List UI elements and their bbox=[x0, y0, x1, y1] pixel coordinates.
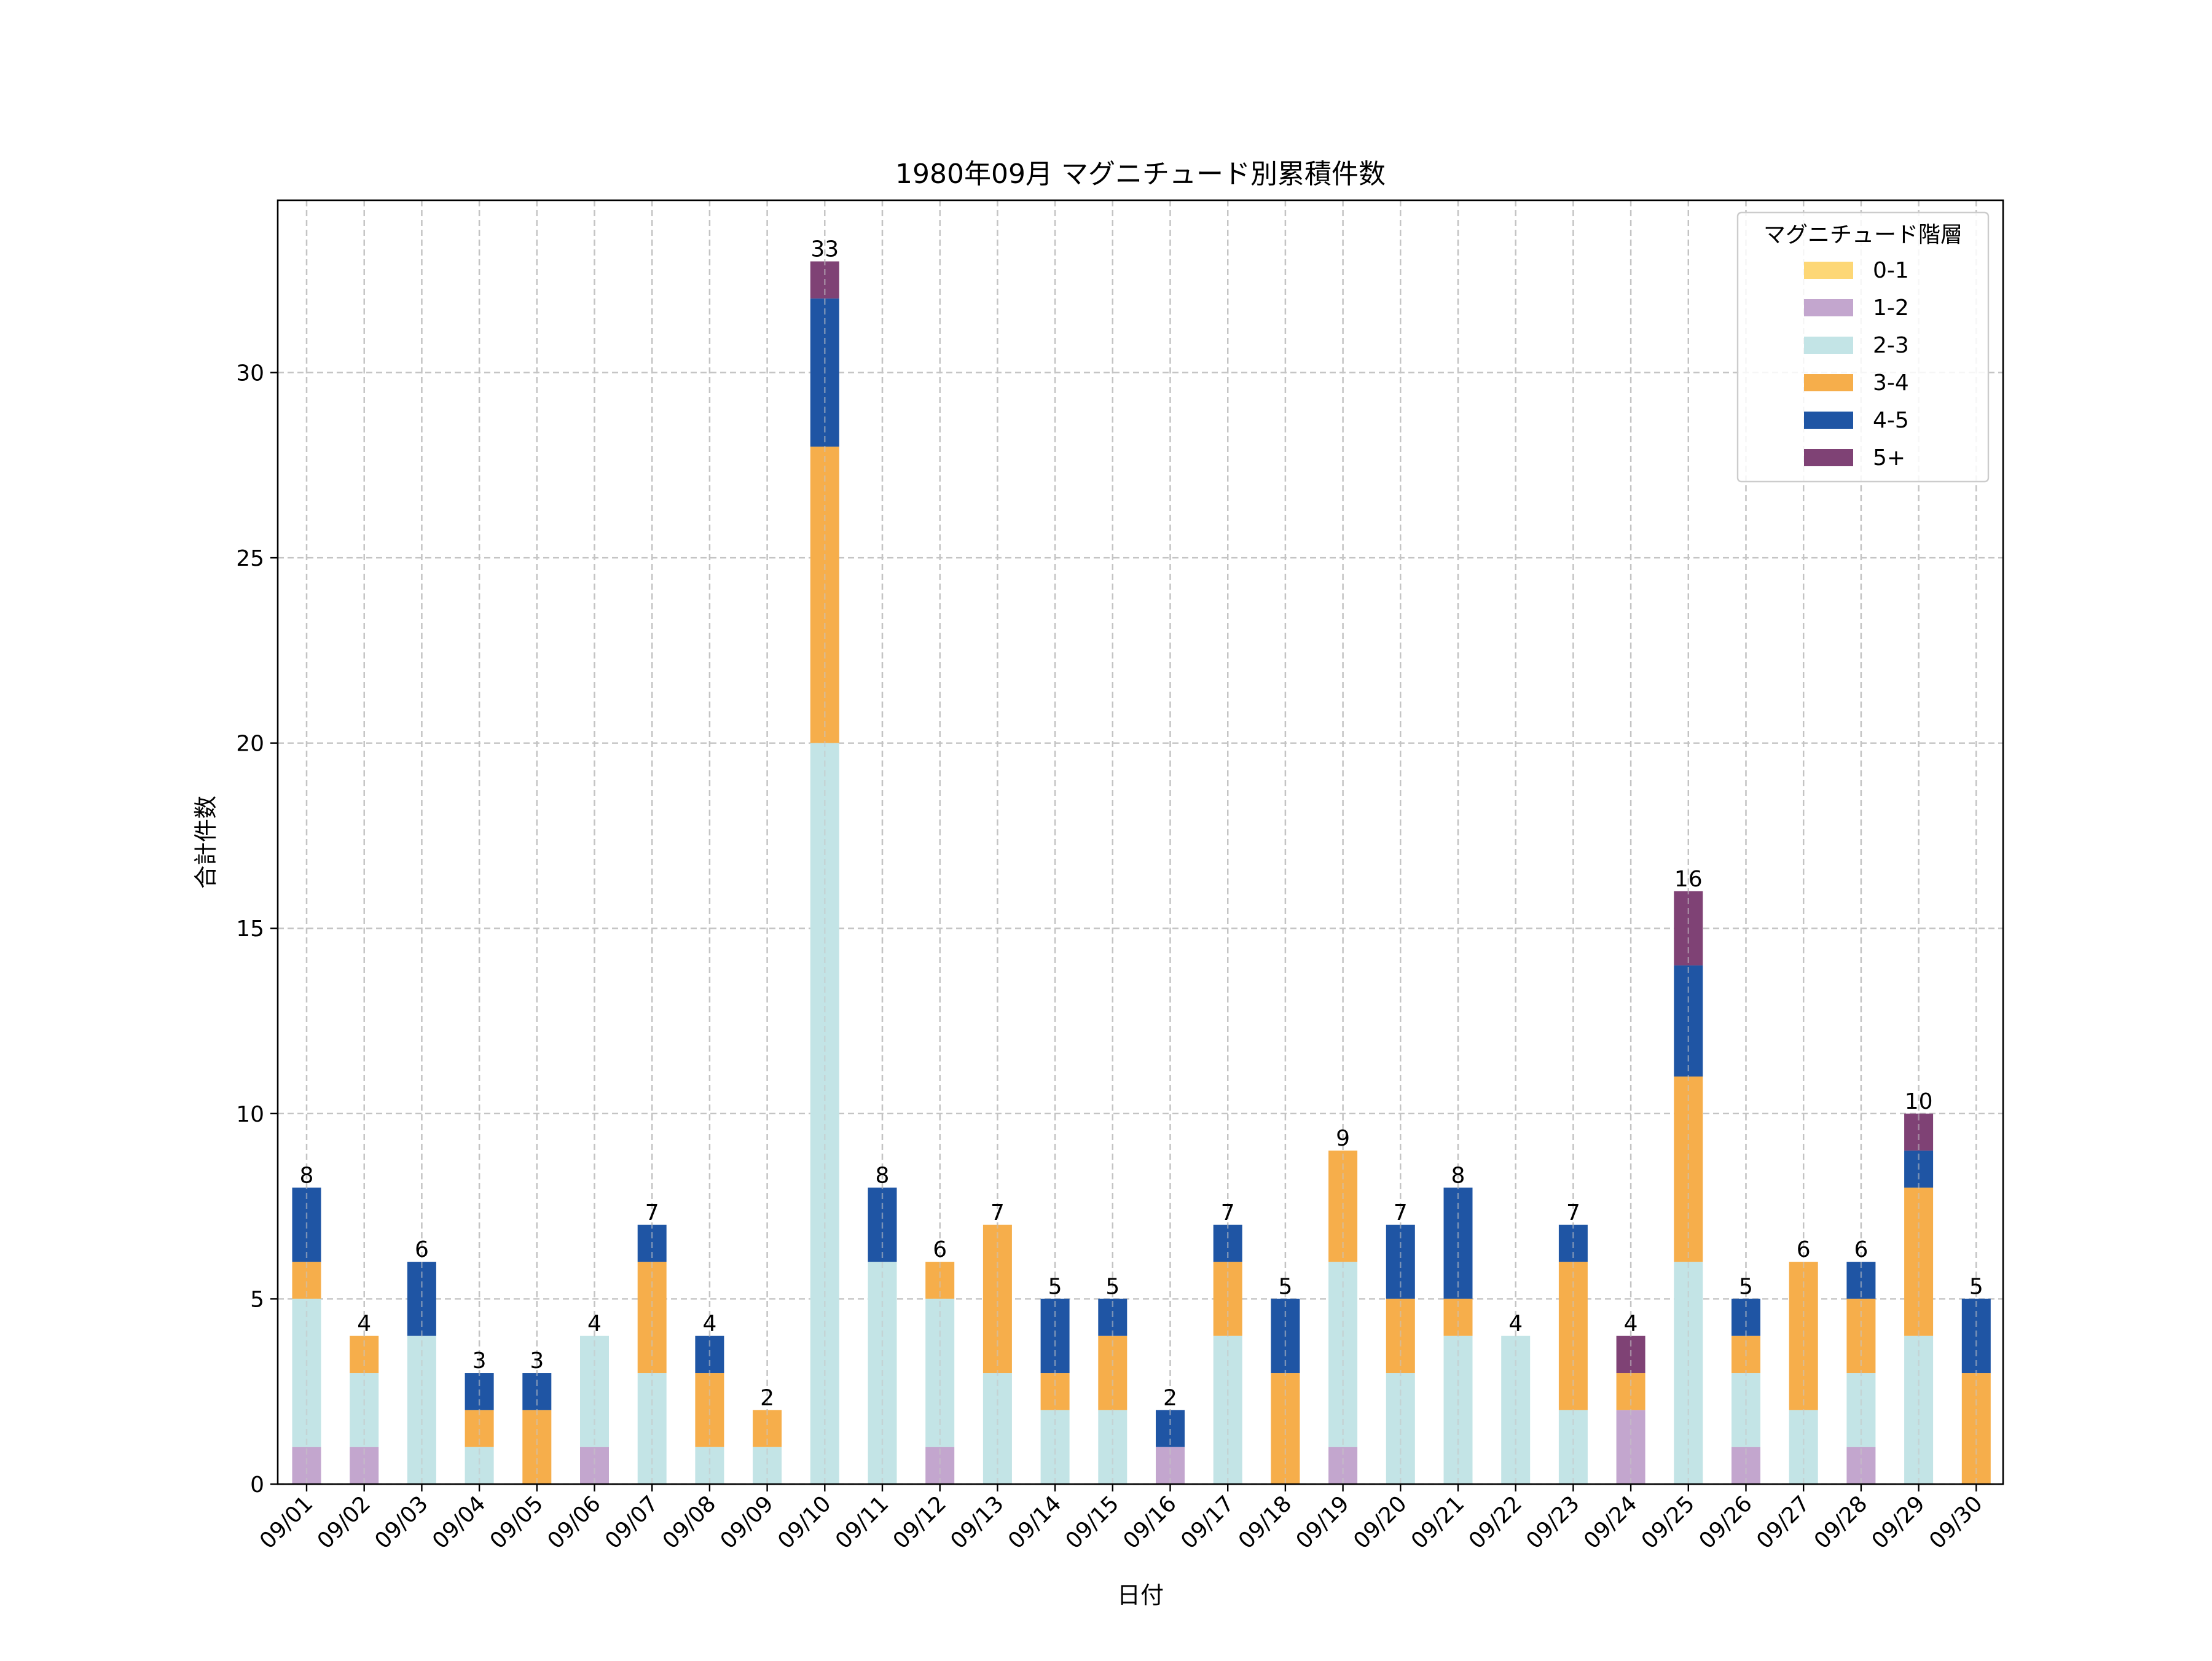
y-tick-label: 30 bbox=[236, 361, 264, 386]
bar-total-label: 6 bbox=[415, 1237, 429, 1262]
y-tick-label: 25 bbox=[236, 546, 264, 571]
x-axis-label: 日付 bbox=[1117, 1582, 1164, 1609]
bar-total-label: 7 bbox=[1394, 1200, 1408, 1225]
plot-frame bbox=[276, 199, 2004, 1485]
bar-total-label: 6 bbox=[1854, 1237, 1868, 1262]
bar-total-label: 7 bbox=[645, 1200, 659, 1225]
bar-total-label: 2 bbox=[760, 1385, 774, 1410]
bar-total-label: 8 bbox=[1451, 1163, 1465, 1188]
y-tick-label: 20 bbox=[236, 732, 264, 757]
bar-total-label: 3 bbox=[530, 1348, 544, 1374]
legend-swatch bbox=[1804, 262, 1853, 279]
bar-total-label: 16 bbox=[1674, 867, 1703, 892]
bar-total-label: 8 bbox=[300, 1163, 314, 1188]
y-tick-label: 10 bbox=[236, 1102, 264, 1127]
bar-total-label: 5 bbox=[1739, 1274, 1753, 1299]
bar-total-label: 7 bbox=[1566, 1200, 1580, 1225]
y-tick-label: 15 bbox=[236, 916, 264, 942]
bar-total-label: 7 bbox=[1221, 1200, 1235, 1225]
bar-total-label: 7 bbox=[990, 1200, 1005, 1225]
bar-total-label: 4 bbox=[702, 1311, 716, 1337]
legend-label: 1-2 bbox=[1873, 295, 1909, 321]
bar-total-label: 10 bbox=[1905, 1089, 1933, 1114]
legend-swatch bbox=[1804, 374, 1853, 391]
bar-total-label: 4 bbox=[1508, 1311, 1523, 1337]
bar-total-label: 2 bbox=[1163, 1385, 1177, 1410]
bar-total-label: 6 bbox=[1797, 1237, 1811, 1262]
legend-label: 3-4 bbox=[1873, 370, 1909, 396]
bar-total-label: 5 bbox=[1969, 1274, 1983, 1299]
legend-swatch bbox=[1804, 337, 1853, 354]
bar-total-label: 5 bbox=[1278, 1274, 1292, 1299]
bar-total-label: 3 bbox=[473, 1348, 487, 1374]
bar-total-label: 6 bbox=[933, 1237, 947, 1262]
legend-label: 0-1 bbox=[1873, 258, 1909, 283]
bar-total-label: 8 bbox=[876, 1163, 890, 1188]
bar-total-label: 4 bbox=[357, 1311, 371, 1337]
bar-total-label: 4 bbox=[587, 1311, 602, 1337]
legend-items: 0-1 1-2 2-3 3-4 4-5 5+ bbox=[1804, 258, 1909, 471]
y-tick-label: 0 bbox=[250, 1472, 264, 1498]
legend: マグニチュード階層 0-1 1-2 2-3 3-4 4-5 5+ bbox=[1736, 211, 1990, 483]
bar-total-label: 33 bbox=[810, 237, 839, 262]
y-axis-label: 合計件数 bbox=[192, 795, 219, 889]
legend-swatch bbox=[1804, 449, 1853, 466]
bar-segment bbox=[982, 1224, 1012, 1374]
legend-label: 2-3 bbox=[1873, 333, 1909, 358]
legend-swatch bbox=[1804, 299, 1853, 316]
legend-label: 5+ bbox=[1873, 445, 1905, 471]
legend-title: マグニチュード階層 bbox=[1763, 222, 1963, 248]
legend-box bbox=[1736, 211, 1990, 483]
y-tick-label: 5 bbox=[250, 1287, 264, 1312]
bar-total-label: 5 bbox=[1048, 1274, 1062, 1299]
legend-swatch bbox=[1804, 412, 1853, 429]
bar-total-label: 4 bbox=[1624, 1311, 1638, 1337]
grid-vertical-overlay bbox=[305, 200, 1977, 1484]
legend-label: 4-5 bbox=[1873, 408, 1909, 433]
bar-total-label: 9 bbox=[1336, 1126, 1350, 1151]
chart-title: 1980年09月 マグニチュード別累積件数 bbox=[895, 158, 1386, 190]
bar-total-label: 5 bbox=[1105, 1274, 1120, 1299]
